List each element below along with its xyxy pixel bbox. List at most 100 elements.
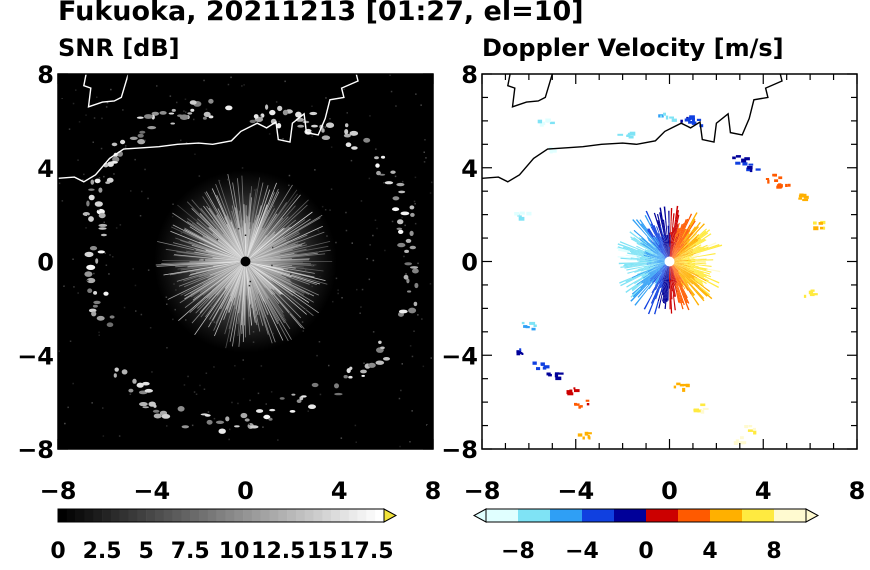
snr-clutter-echo: [144, 114, 153, 119]
doppler-echo-bin: [698, 275, 709, 282]
doppler-echo-bin: [663, 273, 667, 285]
doppler-echo-bin: [668, 248, 670, 255]
doppler-echo-bin: [676, 222, 680, 233]
doppler-echo-bin: [658, 275, 663, 283]
doppler-echo-bin: [699, 283, 711, 292]
snr-colorbar-swatch: [75, 509, 85, 522]
doppler-echo-bin: [636, 245, 645, 251]
doppler-colorbar-swatch: [646, 509, 655, 522]
snr-clutter-echo: [408, 307, 417, 314]
doppler-clutter-echo: [738, 441, 742, 445]
snr-clutter-echo: [345, 123, 349, 128]
doppler-echo-bin: [620, 265, 633, 268]
snr-clutter-echo: [311, 382, 319, 388]
doppler-echo-bin: [656, 266, 663, 273]
doppler-echo-bin: [630, 257, 644, 260]
snr-clutter-echo: [344, 129, 349, 135]
doppler-echo-bin: [667, 241, 669, 249]
snr-noise: [311, 265, 313, 267]
doppler-echo-bin: [657, 263, 664, 266]
snr-echo-ray: [245, 177, 261, 262]
doppler-echo-bin: [647, 260, 659, 262]
snr-noise: [329, 118, 331, 120]
doppler-echo-bin: [648, 281, 655, 290]
snr-clutter-echo: [404, 249, 409, 253]
doppler-colorbar-swatch: [742, 509, 751, 522]
snr-noise: [92, 141, 94, 143]
doppler-echo-bin: [624, 263, 636, 266]
doppler-echo-bin: [690, 257, 697, 259]
doppler-echo-bin: [683, 283, 689, 291]
doppler-echo-bin: [688, 270, 699, 277]
doppler-echo-bin: [669, 246, 671, 255]
doppler-echo-bin: [669, 261, 672, 274]
doppler-echo-bin: [681, 278, 689, 287]
doppler-echo-bin: [699, 286, 710, 296]
snr-colorbar-label: 5: [138, 539, 153, 564]
snr-noise: [144, 139, 146, 142]
doppler-clutter-echo: [752, 427, 756, 431]
doppler-clutter-echo: [785, 183, 788, 187]
doppler-echo-bin: [664, 282, 667, 293]
doppler-echo-bin: [665, 269, 668, 278]
snr-noise: [324, 209, 327, 211]
doppler-clutter-echo: [523, 325, 528, 328]
doppler-echo-bin: [661, 284, 664, 293]
snr-noise: [75, 89, 77, 91]
snr-clutter-echo: [82, 212, 90, 216]
doppler-echo-bin: [663, 277, 666, 285]
doppler-echo-bin: [674, 247, 680, 255]
snr-echo-ray: [245, 261, 284, 341]
snr-echo-ray: [245, 261, 315, 267]
doppler-clutter-echo: [809, 290, 814, 295]
snr-colorbar-swatch: [154, 509, 165, 522]
snr-noise: [302, 330, 304, 332]
snr-clutter-echo: [380, 346, 385, 350]
doppler-echo-bin: [671, 271, 675, 283]
doppler-echo-bin: [655, 282, 661, 294]
snr-colorbar-swatch: [357, 509, 367, 522]
snr-clutter-echo: [225, 105, 233, 111]
doppler-echo-bin: [644, 262, 658, 265]
snr-echo-ray: [237, 261, 246, 325]
snr-clutter-echo: [86, 264, 96, 270]
doppler-echo-bin: [670, 287, 672, 301]
doppler-echo-bin: [660, 240, 664, 248]
snr-noise: [172, 203, 174, 205]
snr-clutter-echo: [137, 133, 144, 138]
doppler-echo-bin: [673, 219, 677, 234]
doppler-echo-bin: [687, 261, 697, 263]
doppler-clutter-echo: [696, 118, 702, 121]
doppler-clutter-echo: [813, 221, 817, 225]
doppler-echo-bin: [662, 274, 666, 282]
doppler-echo-bin: [678, 282, 685, 294]
doppler-echo-bin: [631, 283, 642, 292]
doppler-echo-bin: [687, 254, 694, 257]
doppler-clutter-echo: [543, 365, 550, 369]
snr-noise: [340, 437, 343, 439]
snr-clutter-echo: [112, 156, 120, 163]
doppler-echo-bin: [659, 212, 663, 225]
doppler-echo-bin: [637, 274, 649, 282]
doppler-echo-bin: [653, 287, 660, 302]
doppler-echo-bin: [673, 287, 676, 297]
doppler-clutter-echo: [803, 294, 807, 298]
snr-noise: [185, 319, 187, 321]
snr-colorbar-swatch: [181, 509, 191, 522]
doppler-echo-bin: [647, 228, 654, 238]
doppler-clutter-echo: [537, 119, 543, 124]
snr-colorbar-swatch: [84, 509, 94, 522]
doppler-echo-bin: [645, 279, 654, 289]
doppler-echo-bin: [670, 268, 672, 277]
doppler-echo-bin: [680, 225, 687, 238]
snr-noise: [115, 227, 118, 229]
x-tick-label: 4: [331, 477, 348, 505]
doppler-echo-bin: [668, 210, 670, 224]
x-tick-label: −4: [133, 477, 170, 505]
doppler-clutter-echo: [574, 389, 580, 393]
doppler-echo-bin: [678, 245, 689, 254]
doppler-echo-bin: [650, 270, 660, 280]
doppler-echo-bin: [676, 262, 685, 265]
doppler-echo-bin: [678, 250, 688, 257]
snr-noise: [363, 362, 365, 364]
